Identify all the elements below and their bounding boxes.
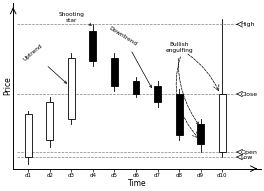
- Text: Shooting
star: Shooting star: [58, 12, 91, 25]
- Text: Low: Low: [241, 155, 253, 159]
- Y-axis label: Price: Price: [3, 76, 12, 95]
- Text: Uptrend: Uptrend: [22, 43, 67, 83]
- Bar: [154, 86, 161, 102]
- Bar: [219, 94, 226, 152]
- Bar: [25, 114, 32, 157]
- Bar: [133, 81, 139, 94]
- Text: Bullish
engulfing: Bullish engulfing: [165, 42, 199, 124]
- Text: Downtrend: Downtrend: [108, 25, 152, 88]
- Text: Close: Close: [241, 91, 258, 96]
- Text: High: High: [241, 22, 255, 27]
- X-axis label: Time: Time: [128, 179, 147, 188]
- Bar: [68, 57, 75, 119]
- Text: Open: Open: [241, 150, 257, 155]
- Bar: [176, 94, 182, 135]
- Bar: [46, 102, 53, 140]
- Bar: [197, 124, 204, 144]
- Bar: [89, 31, 96, 61]
- Bar: [111, 57, 118, 86]
